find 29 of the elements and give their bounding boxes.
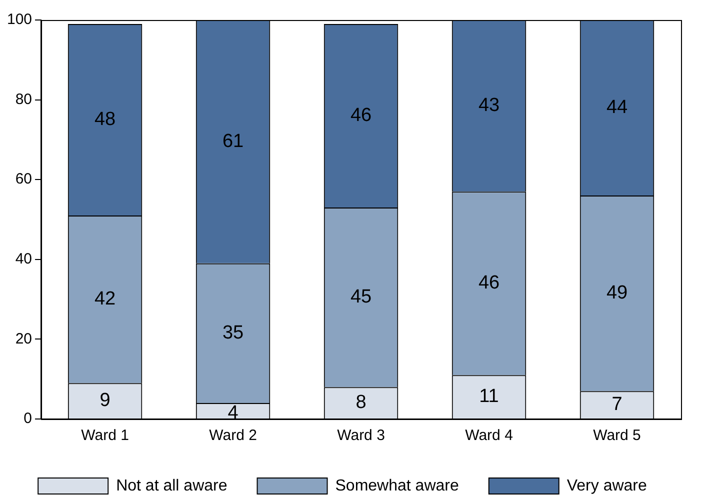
data-label: 46	[478, 272, 500, 294]
data-label: 42	[94, 288, 116, 310]
y-tick-label: 80	[15, 90, 32, 108]
data-label: 11	[479, 386, 499, 408]
data-label: 9	[100, 390, 110, 412]
data-label: 49	[606, 282, 628, 304]
x-tick-label: Ward 1	[81, 427, 129, 444]
data-label: 48	[94, 108, 116, 130]
y-tick-label: 60	[15, 170, 32, 188]
data-label: 46	[350, 104, 372, 126]
legend-label: Not at all aware	[116, 477, 228, 494]
y-tick-label: 20	[15, 330, 32, 348]
data-label: 45	[350, 286, 372, 308]
y-tick-label: 100	[6, 11, 32, 28]
x-tick-label: Ward 2	[209, 427, 257, 444]
x-tick-label: Ward 5	[593, 427, 641, 444]
data-label: 4	[228, 402, 239, 424]
y-tick-label: 0	[24, 410, 32, 428]
legend-label: Somewhat aware	[335, 477, 459, 494]
data-label: 7	[612, 394, 622, 416]
x-tick-label: Ward 3	[337, 427, 385, 444]
y-tick-label: 40	[15, 250, 32, 268]
data-label: 44	[606, 97, 628, 118]
x-tick-label: Ward 4	[465, 427, 513, 444]
data-label: 61	[222, 130, 244, 152]
data-label: 43	[478, 95, 500, 116]
data-label: 8	[356, 392, 366, 414]
legend-label: Very aware	[566, 477, 648, 494]
data-label: 35	[222, 322, 244, 344]
